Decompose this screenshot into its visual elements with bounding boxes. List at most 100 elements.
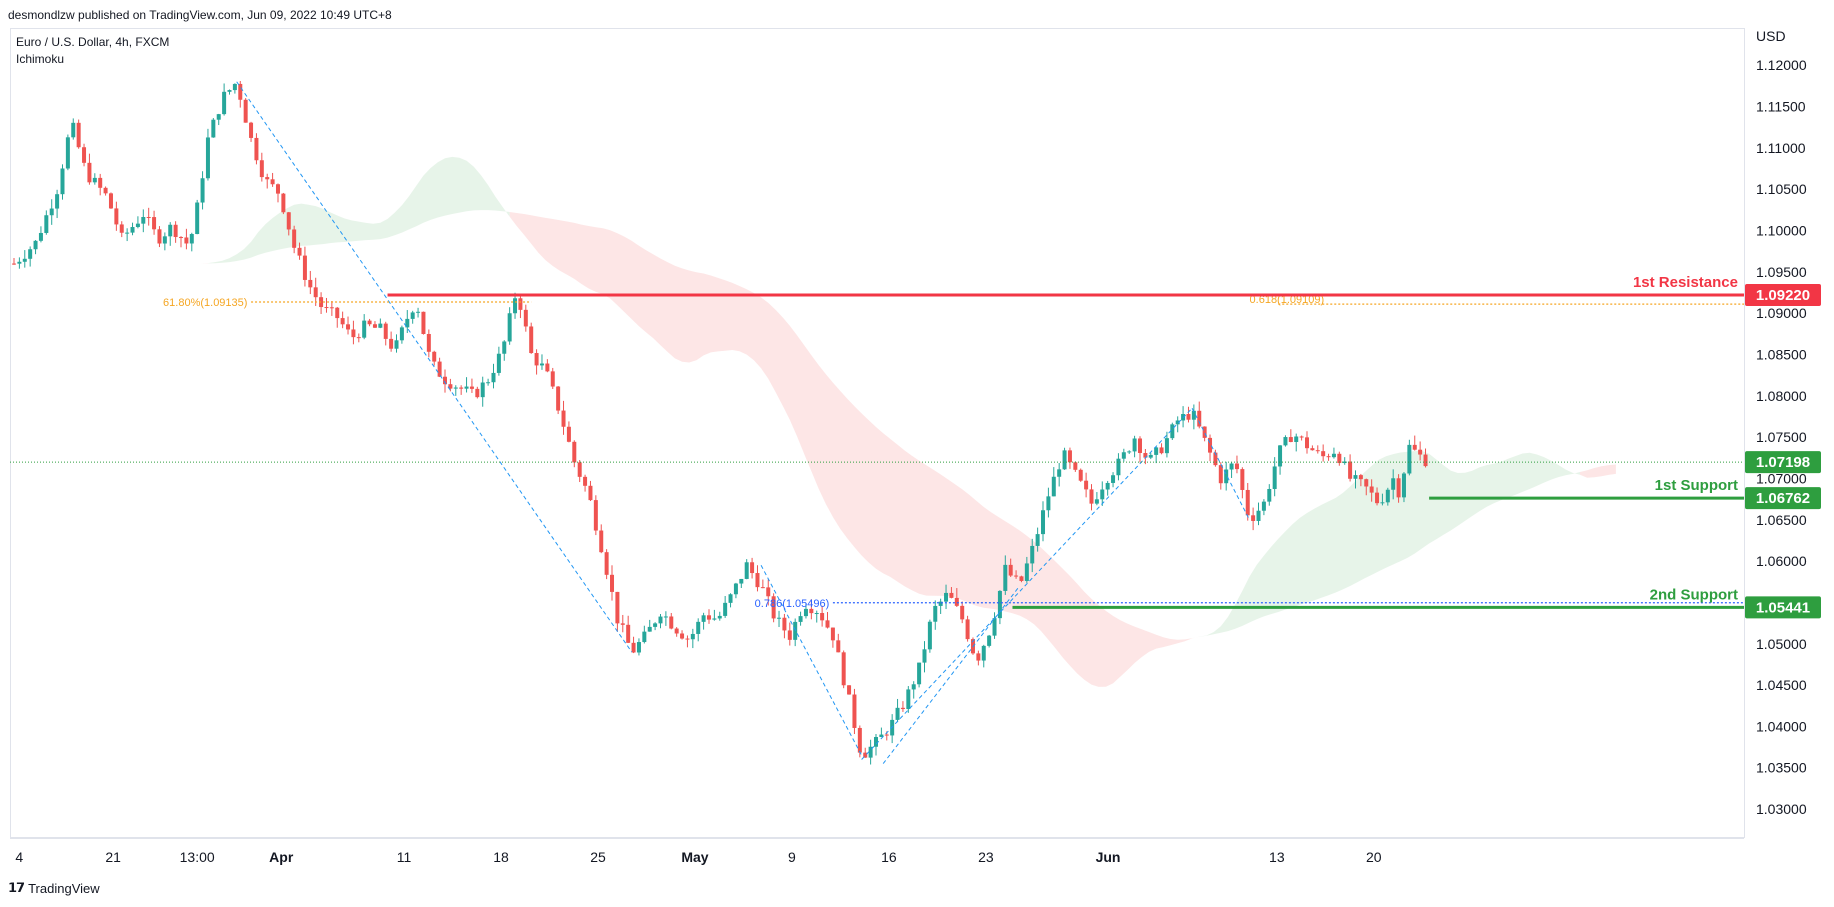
current-price-badge	[1745, 451, 1821, 474]
candle-body	[346, 324, 351, 330]
candle-body	[809, 608, 814, 614]
candle-body	[523, 309, 528, 327]
price-tick-label: 1.03000	[1756, 801, 1807, 817]
candle-body	[1240, 469, 1245, 490]
candle-body	[663, 616, 668, 618]
price-tick-label: 1.09500	[1756, 264, 1807, 280]
candle-body	[362, 320, 367, 338]
candle-body	[22, 258, 27, 262]
candle-body	[1310, 448, 1315, 451]
candle-body	[793, 621, 798, 640]
fib-618-label-left: 61.80%(1.09135)	[163, 297, 247, 309]
candle-body	[1326, 456, 1331, 458]
candle-body	[1132, 438, 1137, 452]
candle-body	[486, 382, 491, 384]
candle-body	[1423, 454, 1428, 467]
candle-body	[1057, 469, 1062, 477]
candle-body	[545, 363, 550, 372]
price-axis-unit: USD	[1756, 28, 1786, 44]
candle-body	[1111, 475, 1116, 483]
level-label-support[interactable]: 2nd Support	[1650, 586, 1738, 603]
candle-body	[777, 617, 782, 619]
candle-body	[410, 312, 415, 319]
candle-body	[965, 619, 970, 640]
candle-body	[399, 327, 404, 341]
candle-body	[168, 224, 173, 237]
footer-brand[interactable]: 𝟭𝟳 TradingView	[8, 880, 100, 896]
price-tick-label: 1.08000	[1756, 388, 1807, 404]
candle-body	[615, 591, 620, 624]
candle-body	[313, 287, 318, 298]
chart-area[interactable]	[10, 28, 1744, 838]
candle-body	[157, 229, 162, 244]
price-tick-label: 1.11000	[1756, 140, 1806, 156]
candle-body	[1024, 563, 1029, 581]
candle-body	[265, 177, 270, 180]
symbol-title[interactable]: Euro / U.S. Dollar, 4h, FXCM	[16, 35, 170, 49]
candle-body	[1256, 510, 1261, 521]
level-label-resistance[interactable]: 1st Resistance	[1633, 274, 1738, 291]
candle-body	[599, 530, 604, 553]
candle-body	[1191, 410, 1196, 420]
candle-body	[459, 387, 464, 389]
indicator-label[interactable]: Ichimoku	[16, 52, 65, 66]
candle-body	[432, 351, 437, 362]
candle-body	[879, 734, 884, 738]
candle-body	[690, 633, 695, 640]
candle-body	[1084, 480, 1089, 490]
candle-body	[1041, 510, 1046, 535]
price-axis[interactable]	[1744, 28, 1834, 838]
candle-body	[917, 662, 922, 685]
candle-body	[437, 361, 442, 377]
time-tick-label: 13	[1269, 849, 1285, 865]
candle-body	[723, 602, 728, 616]
candle-body	[17, 261, 22, 264]
candle-body	[1331, 453, 1336, 458]
candle-body	[49, 208, 54, 216]
candle-body	[475, 388, 480, 398]
candle-body	[1014, 575, 1019, 577]
candle-body	[954, 597, 959, 606]
time-axis[interactable]	[10, 838, 1744, 868]
candle-body	[1218, 465, 1223, 484]
candle-body	[1358, 475, 1363, 480]
candle-body	[179, 237, 184, 239]
candle-body	[502, 341, 507, 354]
candle-body	[222, 91, 227, 115]
candle-body	[38, 232, 43, 241]
candle-body	[1418, 449, 1423, 455]
candle-body	[561, 410, 566, 427]
candle-body	[232, 83, 237, 91]
candle-body	[308, 279, 313, 288]
candle-body	[1170, 424, 1175, 439]
time-tick-label: 13:00	[180, 849, 215, 865]
candle-body	[297, 247, 302, 256]
candle-body	[1229, 463, 1234, 470]
candle-body	[216, 114, 221, 120]
candle-body	[141, 217, 146, 224]
candle-body	[1278, 445, 1283, 467]
candle-body	[135, 223, 140, 228]
candle-body	[1342, 461, 1347, 464]
candle-body	[610, 574, 615, 592]
candle-body	[82, 147, 87, 163]
candle-body	[1073, 462, 1078, 470]
candle-body	[739, 578, 744, 584]
candle-body	[906, 689, 911, 710]
candle-body	[71, 122, 76, 138]
candle-body	[507, 313, 512, 342]
price-tick-label: 1.03500	[1756, 760, 1807, 776]
level-label-support[interactable]: 1st Support	[1655, 477, 1738, 494]
price-tick-label: 1.11500	[1756, 99, 1806, 115]
candle-body	[1148, 454, 1153, 458]
ichimoku-cloud-segment	[1580, 464, 1616, 478]
candle-body	[480, 382, 485, 398]
candle-body	[750, 562, 755, 574]
candle-body	[1267, 488, 1272, 502]
candle-body	[1051, 476, 1056, 497]
candle-body	[949, 592, 954, 598]
price-tick-label: 1.09000	[1756, 305, 1807, 321]
candle-body	[642, 631, 647, 643]
candle-body	[1348, 461, 1353, 479]
time-tick-label: 20	[1366, 849, 1382, 865]
